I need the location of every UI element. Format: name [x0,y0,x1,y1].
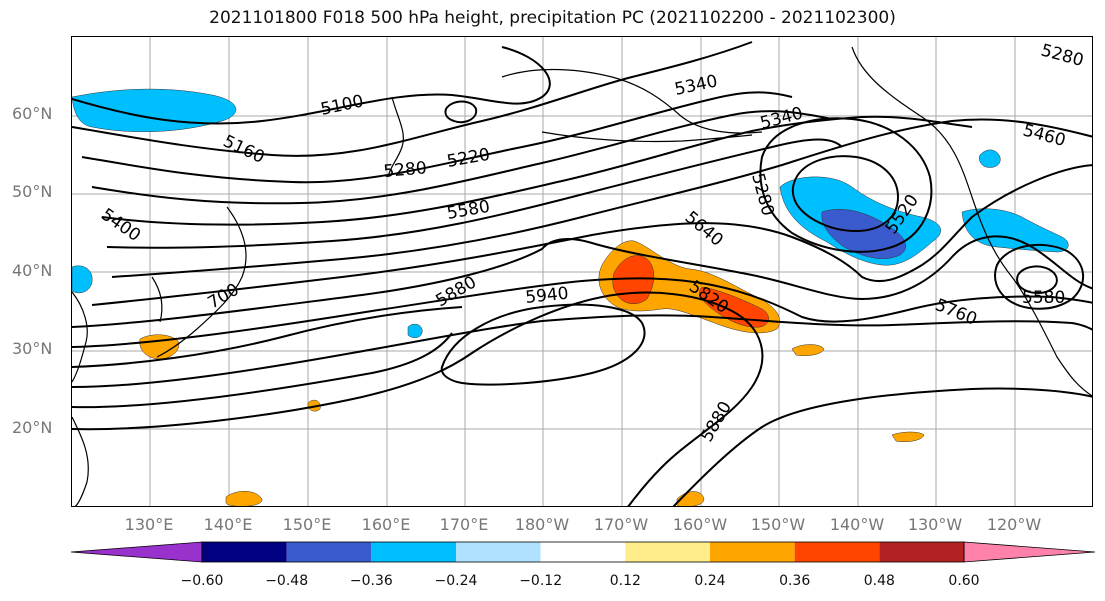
coast-korea [151,276,163,323]
contour-label-5160: 5160 [220,131,268,167]
contour-5340 [101,115,973,226]
colorbar-tick-label: 0.12 [609,573,641,589]
low-gulf-alaska [759,117,933,253]
precip-blue-bc [979,149,1001,168]
colorbar-tick-label: −0.60 [180,573,224,589]
colorbar-swatch-4 [456,542,541,562]
coast-japan [156,206,247,358]
colorbar-swatch-8 [794,542,880,562]
map-panel: 5100 5160 5220 5280 5340 5340 5460 5280 … [71,36,1093,507]
colorbar-tick-label: 0.60 [948,573,980,589]
low-siberia [444,100,478,124]
contour-5700 [72,306,463,368]
contour-5820-south [672,387,1092,506]
lon-label-130w: 130°W [907,515,963,534]
coast-kamchatka [387,96,404,178]
colorbar-tick-label: −0.24 [434,573,478,589]
height-contours [72,41,1092,506]
colorbar-tick-label: 0.24 [694,573,726,589]
lon-label-150w: 150°W [750,515,806,534]
coast-alaska [501,68,763,134]
contour-label-700: 700 [205,280,243,314]
contour-label-5220: 5220 [445,145,491,172]
colorbar-swatch-0 [70,541,203,563]
precip-blue-small-1 [72,265,93,294]
lon-label-170e: 170°E [439,515,489,534]
colorbar-swatch-10 [963,541,1096,563]
contour-5520 [91,164,1092,306]
precip-blue-siberia [72,88,237,133]
colorbar-swatch-7 [710,542,795,562]
colorbar-swatch-9 [879,542,964,562]
lon-label-160e: 160°E [361,515,411,534]
map-canvas: 5100 5160 5220 5280 5340 5340 5460 5280 … [72,37,1092,506]
low-us-west [1016,265,1058,295]
colorbar-swatch-5 [540,542,626,562]
coast-na-west [851,46,1092,397]
contour-5160 [72,41,753,157]
colorbar [70,541,1096,563]
contour-5400 [106,138,843,249]
lon-label-120w: 120°W [986,515,1042,534]
colorbar-tick-label: 0.48 [863,573,895,589]
contour-5460 [111,118,1092,278]
contour-5580 [72,235,1092,328]
lat-label-50n: 50°N [12,182,53,201]
contour-5220 [81,91,793,184]
colorbar-tick-label: 0.36 [779,573,811,589]
contour-5760 [72,314,1092,388]
contour-label-5340b: 5340 [758,103,805,134]
lon-label-180w: 180°W [514,515,570,534]
contour-label-5340: 5340 [673,71,719,100]
colorbar-tick-label: −0.12 [519,573,563,589]
coast-aleutians [541,131,753,143]
precip-orange-south-1 [225,491,263,506]
lon-label-130e: 130°E [124,515,174,534]
contour-label-5280c: 5280 [1039,41,1086,72]
precip-blue-small-2 [407,323,423,338]
contour-label-5280b: 5280 [747,171,778,218]
colorbar-swatch-6 [625,542,710,562]
contour-5880-cell [440,303,646,386]
lon-label-150e: 150°E [282,515,332,534]
lon-label-160w: 160°W [672,515,728,534]
contour-5640 [72,277,1092,348]
lon-label-140w: 140°W [829,515,885,534]
colorbar-swatches [70,541,1096,563]
contour-label-5580b: 5580 [1022,288,1065,308]
contour-label-5580: 5580 [445,197,491,224]
precip-mid-gulf-alaska [821,209,906,259]
contour-label-5940: 5940 [524,284,569,308]
colorbar-swatch-1 [202,542,287,562]
contour-5880 [72,291,764,506]
precip-orange-small-1 [791,344,825,356]
contour-label-5880b: 5880 [697,398,736,445]
map-title: 2021101800 F018 500 hPa height, precipit… [209,8,896,28]
low-gulf-alaska-inner [791,155,900,233]
contour-label-5640: 5640 [681,208,727,251]
low-us-west-outer [994,243,1085,310]
contour-5100 [72,46,551,125]
lat-label-20n: 20°N [12,418,53,437]
precip-positive [139,240,925,506]
contour-5820-north [72,332,453,409]
contour-5280 [91,110,833,205]
colorbar-swatch-3 [371,542,456,562]
lat-label-60n: 60°N [12,104,53,123]
coastlines [72,46,1092,506]
lat-label-30n: 30°N [12,339,53,358]
colorbar-tick-label: −0.48 [265,573,309,589]
lon-label-170w: 170°W [593,515,649,534]
lon-label-140e: 140°E [203,515,253,534]
coast-philippines [72,416,89,506]
lat-label-40n: 40°N [12,261,53,280]
contour-label-5280: 5280 [383,158,428,182]
contour-label-5460: 5460 [1021,121,1068,152]
coast-china [72,291,88,383]
precip-orange-small-2 [891,431,925,442]
colorbar-tick-label: −0.36 [349,573,393,589]
colorbar-swatch-2 [286,542,372,562]
colorbar-outline [201,541,965,563]
contour-label-5400: 5400 [97,205,144,246]
